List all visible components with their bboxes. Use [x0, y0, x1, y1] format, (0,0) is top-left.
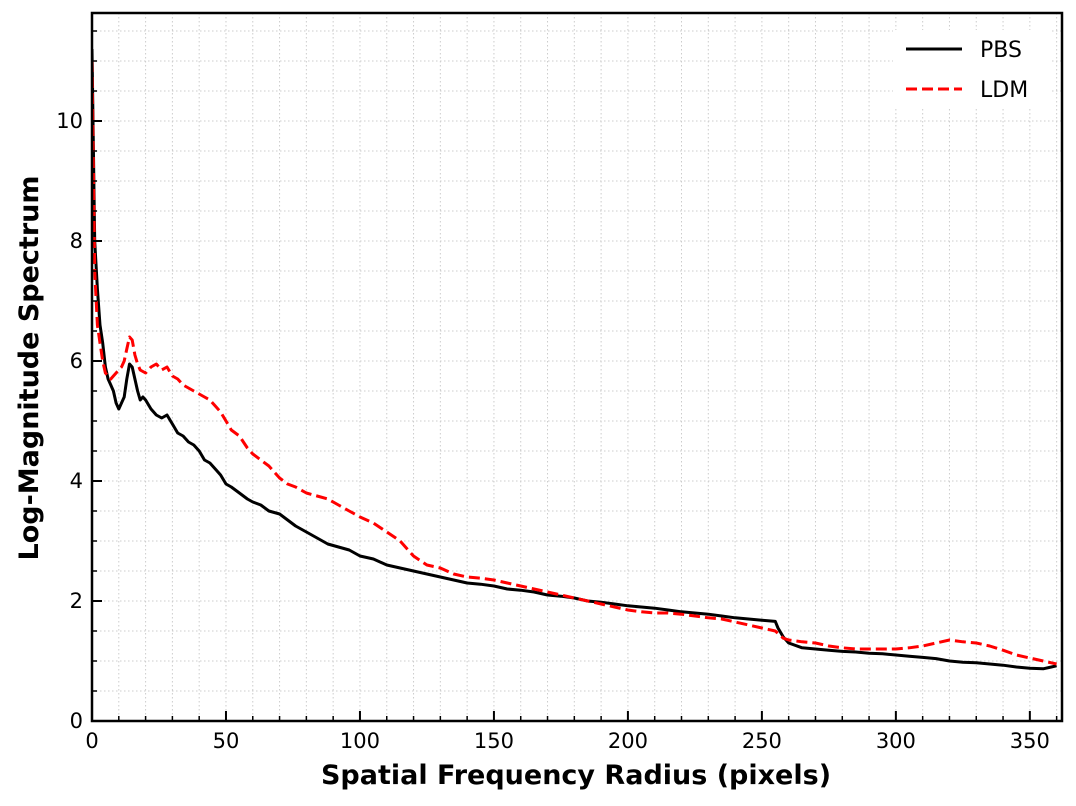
legend: PBS LDM [893, 30, 1051, 108]
series-line-pbs [92, 48, 1057, 671]
axis-ticks: 0 50 100 150 200 250 300 350 0 2 4 6 8 10 [56, 30, 1058, 753]
series-lines [92, 48, 1057, 671]
plot-frame [90, 11, 1064, 723]
y-tick-label: 8 [70, 229, 83, 253]
x-tick-label: 200 [608, 729, 648, 753]
x-tick-label: 100 [340, 729, 380, 753]
x-tick-label: 50 [213, 729, 240, 753]
y-tick-label: 6 [70, 349, 83, 373]
y-tick-label: 10 [56, 109, 83, 133]
x-tick-label: 0 [85, 729, 98, 753]
x-tick-label: 250 [742, 729, 782, 753]
series-line-ldm [92, 60, 1057, 666]
legend-label-ldm: LDM [980, 78, 1028, 103]
y-tick-label: 4 [70, 469, 83, 493]
legend-box [893, 30, 1051, 108]
x-tick-label: 300 [876, 729, 916, 753]
x-tick-label: 350 [1010, 729, 1050, 753]
y-axis-title: Log-Magnitude Spectrum [14, 175, 45, 560]
y-tick-label: 0 [70, 709, 83, 733]
legend-label-pbs: PBS [980, 38, 1022, 63]
y-tick-label: 2 [70, 589, 83, 613]
x-axis-title: Spatial Frequency Radius (pixels) [321, 760, 831, 791]
x-tick-label: 150 [474, 729, 514, 753]
